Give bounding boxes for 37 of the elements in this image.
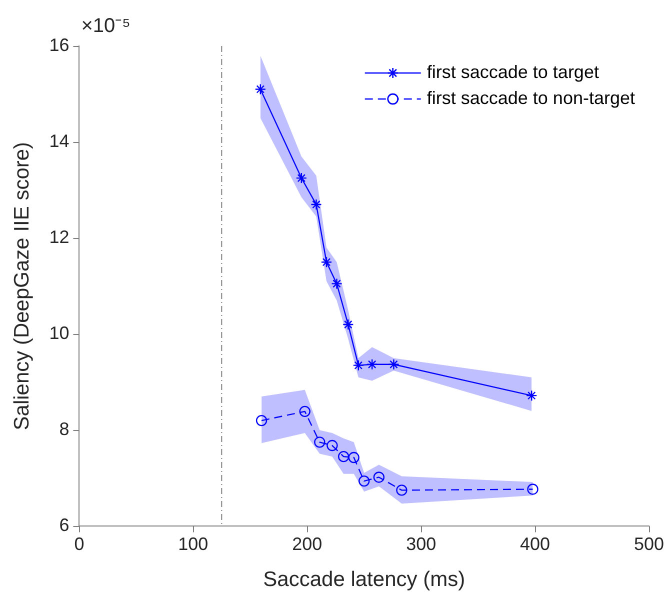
point <box>342 318 354 330</box>
point <box>296 172 308 184</box>
y-tick-label: 10 <box>49 323 70 344</box>
point <box>396 484 408 496</box>
point <box>314 436 326 448</box>
x-tick-label: 400 <box>520 534 550 554</box>
y-tick-label: 8 <box>59 419 70 440</box>
y-tick-label: 16 <box>49 34 70 55</box>
y-axis-title: Saliency (DeepGaze IIE score) <box>10 142 34 430</box>
y-tick-label: 6 <box>59 515 70 536</box>
y-tick-label: 12 <box>49 227 70 248</box>
point <box>373 472 385 483</box>
point <box>348 452 360 464</box>
point <box>310 198 322 210</box>
point <box>326 440 338 452</box>
y-tick-label: 14 <box>49 131 70 152</box>
point <box>366 358 378 370</box>
point <box>352 360 364 371</box>
text: ×10⁻⁵ <box>81 15 130 37</box>
point <box>299 406 310 418</box>
x-tick-label: 300 <box>406 534 436 554</box>
legend-label: first saccade to target <box>426 62 599 82</box>
point <box>338 450 350 462</box>
x-tick-label: 100 <box>178 534 208 554</box>
x-tick-label: 200 <box>292 534 322 554</box>
point <box>388 358 400 370</box>
point <box>254 84 266 95</box>
legend-label: first saccade to non-target <box>426 88 635 108</box>
point <box>256 414 268 426</box>
point <box>526 390 538 402</box>
point <box>358 475 370 487</box>
point <box>320 256 332 268</box>
point <box>331 278 342 290</box>
x-axis-title: Saccade latency (ms) <box>263 568 466 592</box>
x-tick-label: 500 <box>634 534 664 554</box>
x-tick-label: 0 <box>74 534 84 554</box>
point <box>527 484 538 495</box>
